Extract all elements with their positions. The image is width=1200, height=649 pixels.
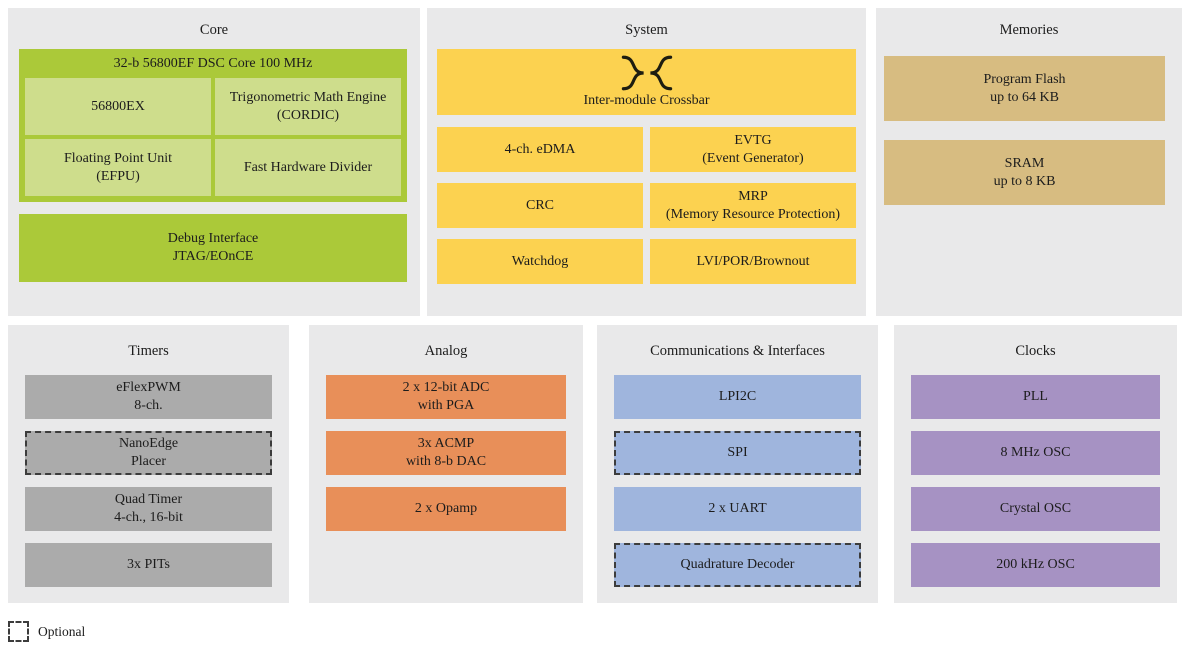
block-watchdog: Watchdog <box>437 239 643 284</box>
block-program-flash: Program Flash up to 64 KB <box>884 56 1165 121</box>
block-quadrature-decoder: Quadrature Decoder <box>614 543 861 587</box>
block-lvi-por-brownout: LVI/POR/Brownout <box>650 239 856 284</box>
block-label-line: Inter-module Crossbar <box>583 93 710 108</box>
block-label-line: Quadrature Decoder <box>680 557 795 572</box>
block-acmp: 3x ACMP with 8-b DAC <box>326 431 566 475</box>
block-label-line: 3x ACMP <box>417 436 475 451</box>
panel-core: Core 32-b 56800EF DSC Core 100 MHz 56800… <box>8 8 420 316</box>
block-label-line: 2 x UART <box>708 501 767 516</box>
block-label-line: 4-ch. eDMA <box>504 141 576 157</box>
panel-title-system: System <box>625 22 668 38</box>
block-floating-point-unit: Floating Point Unit (EFPU) <box>25 139 211 196</box>
block-label-line: (Memory Resource Protection) <box>665 206 841 222</box>
block-mrp: MRP (Memory Resource Protection) <box>650 183 856 228</box>
block-label-line: (Event Generator) <box>702 150 804 166</box>
block-label-line: PLL <box>1023 389 1048 404</box>
system-grid: 4-ch. eDMA EVTG (Event Generator) CRC MR… <box>437 127 856 284</box>
block-label-line: NanoEdge <box>118 436 179 451</box>
block-label-line: 8 MHz OSC <box>1000 445 1071 460</box>
block-lpi2c: LPI2C <box>614 375 861 419</box>
block-label-line: Debug Interface <box>167 231 259 246</box>
legend-optional: Optional <box>8 621 85 642</box>
block-label-line: Trigonometric Math Engine <box>229 89 387 105</box>
panel-analog: Analog 2 x 12-bit ADC with PGA 3x ACMP w… <box>309 325 583 603</box>
panel-system: System Inter-module Crossbar 4-ch. eDMA … <box>427 8 866 316</box>
panel-title-core: Core <box>199 22 229 38</box>
block-label: 32-b 56800EF DSC Core 100 MHz <box>25 55 401 73</box>
block-label-line: Quad Timer <box>114 492 183 507</box>
block-label-line: 2 x 12-bit ADC <box>402 380 490 395</box>
crossbar-icon <box>621 55 672 91</box>
block-label-line: EVTG <box>734 132 772 148</box>
block-trig-math-engine: Trigonometric Math Engine (CORDIC) <box>215 78 401 135</box>
block-label-line: (CORDIC) <box>276 107 340 123</box>
block-evtg: EVTG (Event Generator) <box>650 127 856 172</box>
block-label-line: Crystal OSC <box>999 501 1072 516</box>
block-debug-interface: Debug Interface JTAG/EOnCE <box>19 214 407 282</box>
block-dsc-core: 32-b 56800EF DSC Core 100 MHz 56800EX Tr… <box>19 49 407 202</box>
block-edma: 4-ch. eDMA <box>437 127 643 172</box>
block-label-line: Fast Hardware Divider <box>243 159 373 175</box>
block-pits: 3x PITs <box>25 543 272 587</box>
block-quad-timer: Quad Timer 4-ch., 16-bit <box>25 487 272 531</box>
block-eflexpwm: eFlexPWM 8-ch. <box>25 375 272 419</box>
block-label-line: 8-ch. <box>134 398 163 413</box>
block-label-line: Placer <box>131 454 166 469</box>
block-56800ex: 56800EX <box>25 78 211 135</box>
block-nanoedge-placer: NanoEdge Placer <box>25 431 272 475</box>
block-label-line: Program Flash <box>983 71 1066 87</box>
block-label-line: LPI2C <box>718 389 757 404</box>
optional-dashed-icon <box>8 621 29 642</box>
block-crc: CRC <box>437 183 643 228</box>
panel-title-analog: Analog <box>424 343 468 359</box>
block-label-line: with 8-b DAC <box>405 454 487 469</box>
block-label-line: with PGA <box>417 398 475 413</box>
block-label-line: SRAM <box>1004 155 1045 171</box>
legend-label: Optional <box>38 623 86 639</box>
block-label-line: CRC <box>525 197 554 213</box>
block-label-line: 56800EX <box>91 98 145 114</box>
block-uart: 2 x UART <box>614 487 861 531</box>
block-label-line: 32-b 56800EF DSC Core <box>113 56 256 71</box>
panel-title-memories: Memories <box>999 22 1059 38</box>
block-label-line: up to 8 KB <box>993 173 1056 189</box>
panel-title-timers: Timers <box>128 343 169 359</box>
block-label-line: Floating Point Unit <box>63 150 173 166</box>
block-label-line: SPI <box>727 445 748 460</box>
block-opamp: 2 x Opamp <box>326 487 566 531</box>
panel-clocks: Clocks PLL 8 MHz OSC Crystal OSC 200 kHz… <box>894 325 1177 603</box>
block-fast-hardware-divider: Fast Hardware Divider <box>215 139 401 196</box>
block-adc: 2 x 12-bit ADC with PGA <box>326 375 566 419</box>
block-200khz-osc: 200 kHz OSC <box>911 543 1160 587</box>
block-pll: PLL <box>911 375 1160 419</box>
block-label-line: 100 MHz <box>259 56 313 71</box>
block-label-line: (EFPU) <box>96 168 140 184</box>
block-label-line: 2 x Opamp <box>414 501 478 516</box>
panel-title-clocks: Clocks <box>1015 343 1056 359</box>
block-label-line: Watchdog <box>511 253 569 269</box>
block-sram: SRAM up to 8 KB <box>884 140 1165 205</box>
panel-communications: Communications & Interfaces LPI2C SPI 2 … <box>597 325 878 603</box>
panel-title-communications: Communications & Interfaces <box>650 343 825 359</box>
block-label-line: 4-ch., 16-bit <box>114 510 183 525</box>
block-crystal-osc: Crystal OSC <box>911 487 1160 531</box>
block-8mhz-osc: 8 MHz OSC <box>911 431 1160 475</box>
panel-timers: Timers eFlexPWM 8-ch. NanoEdge Placer Qu… <box>8 325 289 603</box>
block-label-line: LVI/POR/Brownout <box>696 253 810 269</box>
core-sub-grid: 56800EX Trigonometric Math Engine (CORDI… <box>25 78 401 196</box>
block-label-line: eFlexPWM <box>116 380 181 395</box>
block-label-line: up to 64 KB <box>990 89 1059 105</box>
block-label-line: JTAG/EOnCE <box>172 249 254 264</box>
block-label-line: 200 kHz OSC <box>996 557 1075 572</box>
block-spi: SPI <box>614 431 861 475</box>
panel-memories: Memories Program Flash up to 64 KB SRAM … <box>876 8 1182 316</box>
block-inter-module-crossbar: Inter-module Crossbar <box>437 49 856 115</box>
block-label-line: 3x PITs <box>127 557 170 572</box>
block-label-line: MRP <box>738 188 768 204</box>
